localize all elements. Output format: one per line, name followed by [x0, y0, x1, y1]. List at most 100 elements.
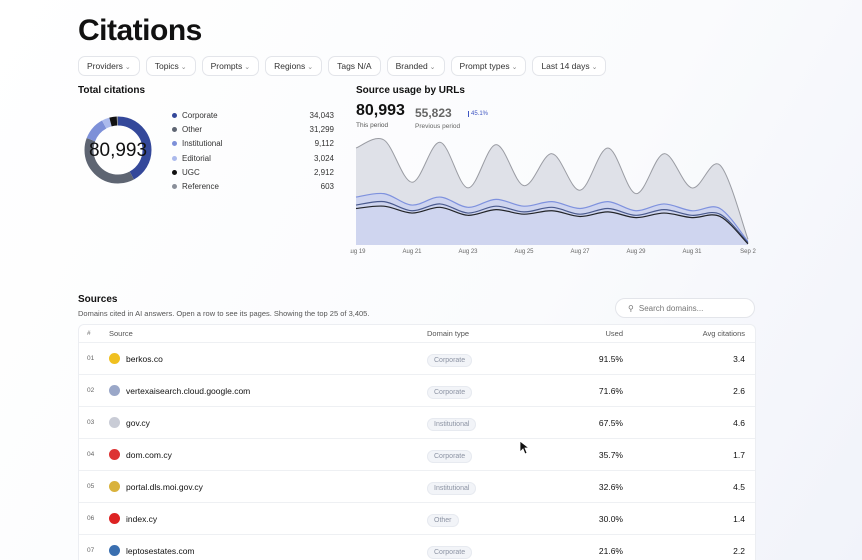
legend-name: Institutional	[182, 139, 223, 149]
search-placeholder: Search domains...	[638, 303, 704, 313]
table-header: # Source Domain type Used Avg citations	[79, 325, 755, 342]
x-tick-label: Sep 2	[740, 249, 756, 255]
area-line	[355, 138, 749, 240]
favicon	[109, 513, 120, 524]
domain-type-badge: Corporate	[427, 449, 473, 463]
column-header: #	[87, 330, 91, 337]
table-row[interactable]: 05 portal.dls.moi.gov.cy Institutional 32.6…	[79, 470, 755, 502]
table-row[interactable]: 01 berkos.co Corporate 91.5% 3.4	[79, 342, 755, 374]
source-domain: index.cy	[126, 513, 158, 524]
table-row[interactable]: 04 dom.com.cy Corporate 35.7% 1.7	[79, 438, 755, 470]
legend-dot	[172, 126, 177, 132]
type-cell: Corporate	[427, 545, 537, 559]
row-number: 07	[87, 547, 95, 554]
legend-dot	[172, 112, 177, 118]
legend-value: 3,024	[313, 153, 334, 163]
filter-chip[interactable]: Tags N/A	[328, 56, 381, 76]
legend-name: Other	[182, 124, 203, 134]
donut-chart: 80,993	[84, 116, 152, 184]
x-tick-label: Aug 29	[626, 249, 646, 255]
type-cell: Other	[427, 513, 537, 527]
source-cell: berkos.co	[109, 353, 427, 364]
legend-value: 31,299	[309, 124, 334, 134]
x-tick-label: Aug 21	[402, 249, 422, 255]
legend: Corporate 34,043 Other 31,299 Institutional 9…	[172, 108, 334, 194]
type-cell: Corporate	[427, 449, 537, 463]
filter-bar: ProvidersTopicsPromptsRegionsTags N/ABra…	[78, 56, 607, 76]
filter-chip[interactable]: Last 14 days	[532, 56, 607, 76]
column-header: Avg citations	[702, 329, 745, 338]
used-value: 35.7%	[598, 449, 623, 460]
area-line	[355, 192, 749, 242]
used-value: 30.0%	[598, 513, 623, 524]
section-title: Source usage by URLs	[356, 85, 465, 96]
source-domain: portal.dls.moi.gov.cy	[126, 481, 203, 492]
donut-segment	[84, 116, 152, 184]
avg-citations: 4.6	[733, 417, 745, 428]
current-value: 80,993	[356, 102, 405, 119]
used-value: 91.5%	[598, 353, 623, 364]
favicon	[109, 417, 120, 428]
domain-type-badge: Other	[427, 513, 459, 527]
filter-chip[interactable]: Topics	[145, 56, 196, 76]
filter-chip[interactable]: Prompts	[201, 56, 260, 76]
table-row[interactable]: 02 vertexaisearch.cloud.google.com Corpora…	[79, 374, 755, 406]
source-cell: index.cy	[109, 513, 427, 524]
domain-type-badge: Corporate	[427, 353, 473, 367]
area-fill	[356, 193, 748, 245]
area-chart: Aug 19 Aug 21 Aug 23 Aug 25 Aug 27 Aug 29 Aug …	[350, 138, 756, 255]
donut-segment	[84, 116, 152, 184]
avg-citations: 2.2	[733, 545, 745, 556]
donut-total: 80,993	[89, 140, 147, 161]
avg-citations: 3.4	[733, 353, 745, 364]
x-tick-label: Aug 19	[350, 249, 366, 255]
x-tick-label: Aug 25	[514, 249, 534, 255]
row-number: 01	[87, 355, 95, 362]
type-cell: Corporate	[427, 385, 537, 399]
source-cell: dom.com.cy	[109, 449, 427, 460]
domain-type-badge: Corporate	[427, 385, 473, 399]
previous-value: 55,823	[415, 106, 452, 120]
x-tick-label: Aug 27	[570, 249, 590, 255]
source-domain: dom.com.cy	[126, 449, 172, 460]
legend-dot	[172, 155, 177, 161]
favicon	[109, 353, 120, 364]
previous-label: Previous period	[415, 123, 461, 130]
search-input[interactable]: ⚲ Search domains...	[615, 298, 755, 318]
legend-item: Other 31,299	[172, 122, 334, 136]
table-row[interactable]: 06 index.cy Other 30.0% 1.4	[79, 502, 755, 534]
legend-dot	[172, 184, 177, 190]
row-number: 05	[87, 483, 95, 490]
x-tick-label: Aug 23	[458, 249, 478, 255]
x-tick-label: Aug 31	[682, 249, 702, 255]
section-title: Sources	[78, 294, 118, 305]
avg-citations: 1.7	[733, 449, 745, 460]
table-row[interactable]: 07 leptosestates.com Corporate 21.6% 2.2	[79, 534, 755, 560]
legend-dot	[172, 169, 177, 175]
used-value: 67.5%	[598, 417, 623, 428]
source-domain: berkos.co	[126, 353, 163, 364]
filter-chip[interactable]: Providers	[78, 56, 140, 76]
section-title: Total citations	[78, 85, 146, 96]
table-row[interactable]: 03 gov.cy Institutional 67.5% 4.6	[79, 406, 755, 438]
legend-dot	[172, 141, 177, 147]
legend-value: 2,912	[313, 167, 334, 177]
domain-type-badge: Institutional	[427, 481, 477, 495]
legend-name: Corporate	[182, 110, 218, 120]
row-number: 03	[87, 419, 95, 426]
row-number: 06	[87, 515, 95, 522]
legend-item: Institutional 9,112	[172, 137, 334, 151]
legend-item: Reference 603	[172, 179, 334, 193]
legend-item: UGC 2,912	[172, 165, 334, 179]
column-header: Source	[109, 329, 133, 338]
area-line	[355, 200, 749, 244]
legend-name: UGC	[182, 167, 200, 177]
source-cell: vertexaisearch.cloud.google.com	[109, 385, 427, 396]
filter-chip[interactable]: Regions	[265, 56, 323, 76]
source-domain: leptosestates.com	[126, 545, 195, 556]
source-domain: gov.cy	[126, 417, 150, 428]
page-title: Citations	[78, 14, 202, 47]
used-value: 21.6%	[598, 545, 623, 556]
filter-chip[interactable]: Branded	[386, 56, 445, 76]
filter-chip[interactable]: Prompt types	[450, 56, 527, 76]
